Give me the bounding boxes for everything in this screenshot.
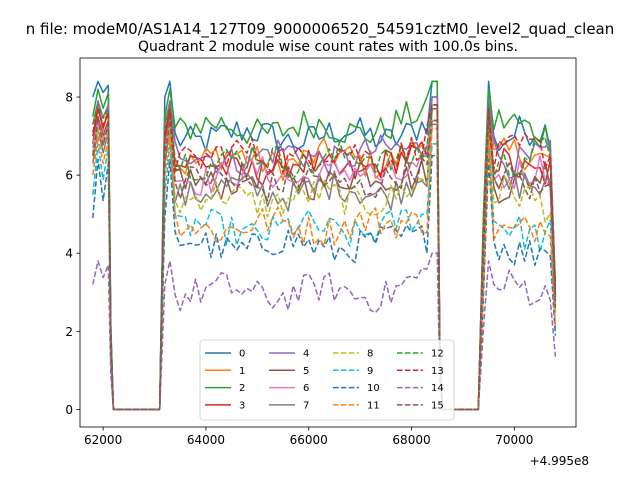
x-tick-label: 70000 [495,433,533,447]
series-line-10 [92,154,557,411]
legend-label-2: 2 [239,383,245,394]
x-tick-label: 64000 [187,433,225,447]
series-line-11 [92,127,557,411]
legend-label-8: 8 [367,349,373,360]
series-line-4 [92,96,557,411]
legend-label-15: 15 [431,400,444,411]
series-lines [92,80,557,411]
legend-box [199,339,455,421]
legend-label-13: 13 [431,366,444,377]
x-tick-label: 66000 [290,433,328,447]
legend-label-9: 9 [367,366,373,377]
series-line-2 [92,80,557,411]
chart-title: Quadrant 2 module wise count rates with … [138,39,518,55]
x-tick-label: 62000 [84,433,122,447]
series-line-12 [92,104,557,411]
y-tick-label: 8 [65,91,73,105]
series-line-14 [92,252,557,411]
legend-label-12: 12 [431,349,444,360]
y-tick-label: 4 [65,247,73,261]
series-line-15 [92,119,557,411]
legend-label-14: 14 [431,383,444,394]
legend-label-11: 11 [367,400,380,411]
series-line-0 [92,80,557,411]
plot-frame [79,57,577,428]
legend-label-3: 3 [239,400,245,411]
legend-label-6: 6 [303,383,309,394]
y-tick-label: 0 [65,403,73,417]
x-offset-label: +4.995e8 [530,454,589,468]
y-tick-label: 2 [65,325,73,339]
figure-suptitle: n file: modeM0/AS1A14_127T09_9000006520_… [26,20,615,39]
legend-label-4: 4 [303,349,309,360]
series-line-13 [92,104,557,411]
legend-label-5: 5 [303,366,309,377]
legend-label-7: 7 [303,400,309,411]
axes: 62000 64000 66000 68000 70000 0 2 4 6 8 [65,57,577,447]
legend-label-0: 0 [239,349,245,360]
x-tick-label: 68000 [392,433,430,447]
legend-label-1: 1 [239,366,245,377]
y-tick-label: 6 [65,169,73,183]
legend-label-10: 10 [367,383,380,394]
